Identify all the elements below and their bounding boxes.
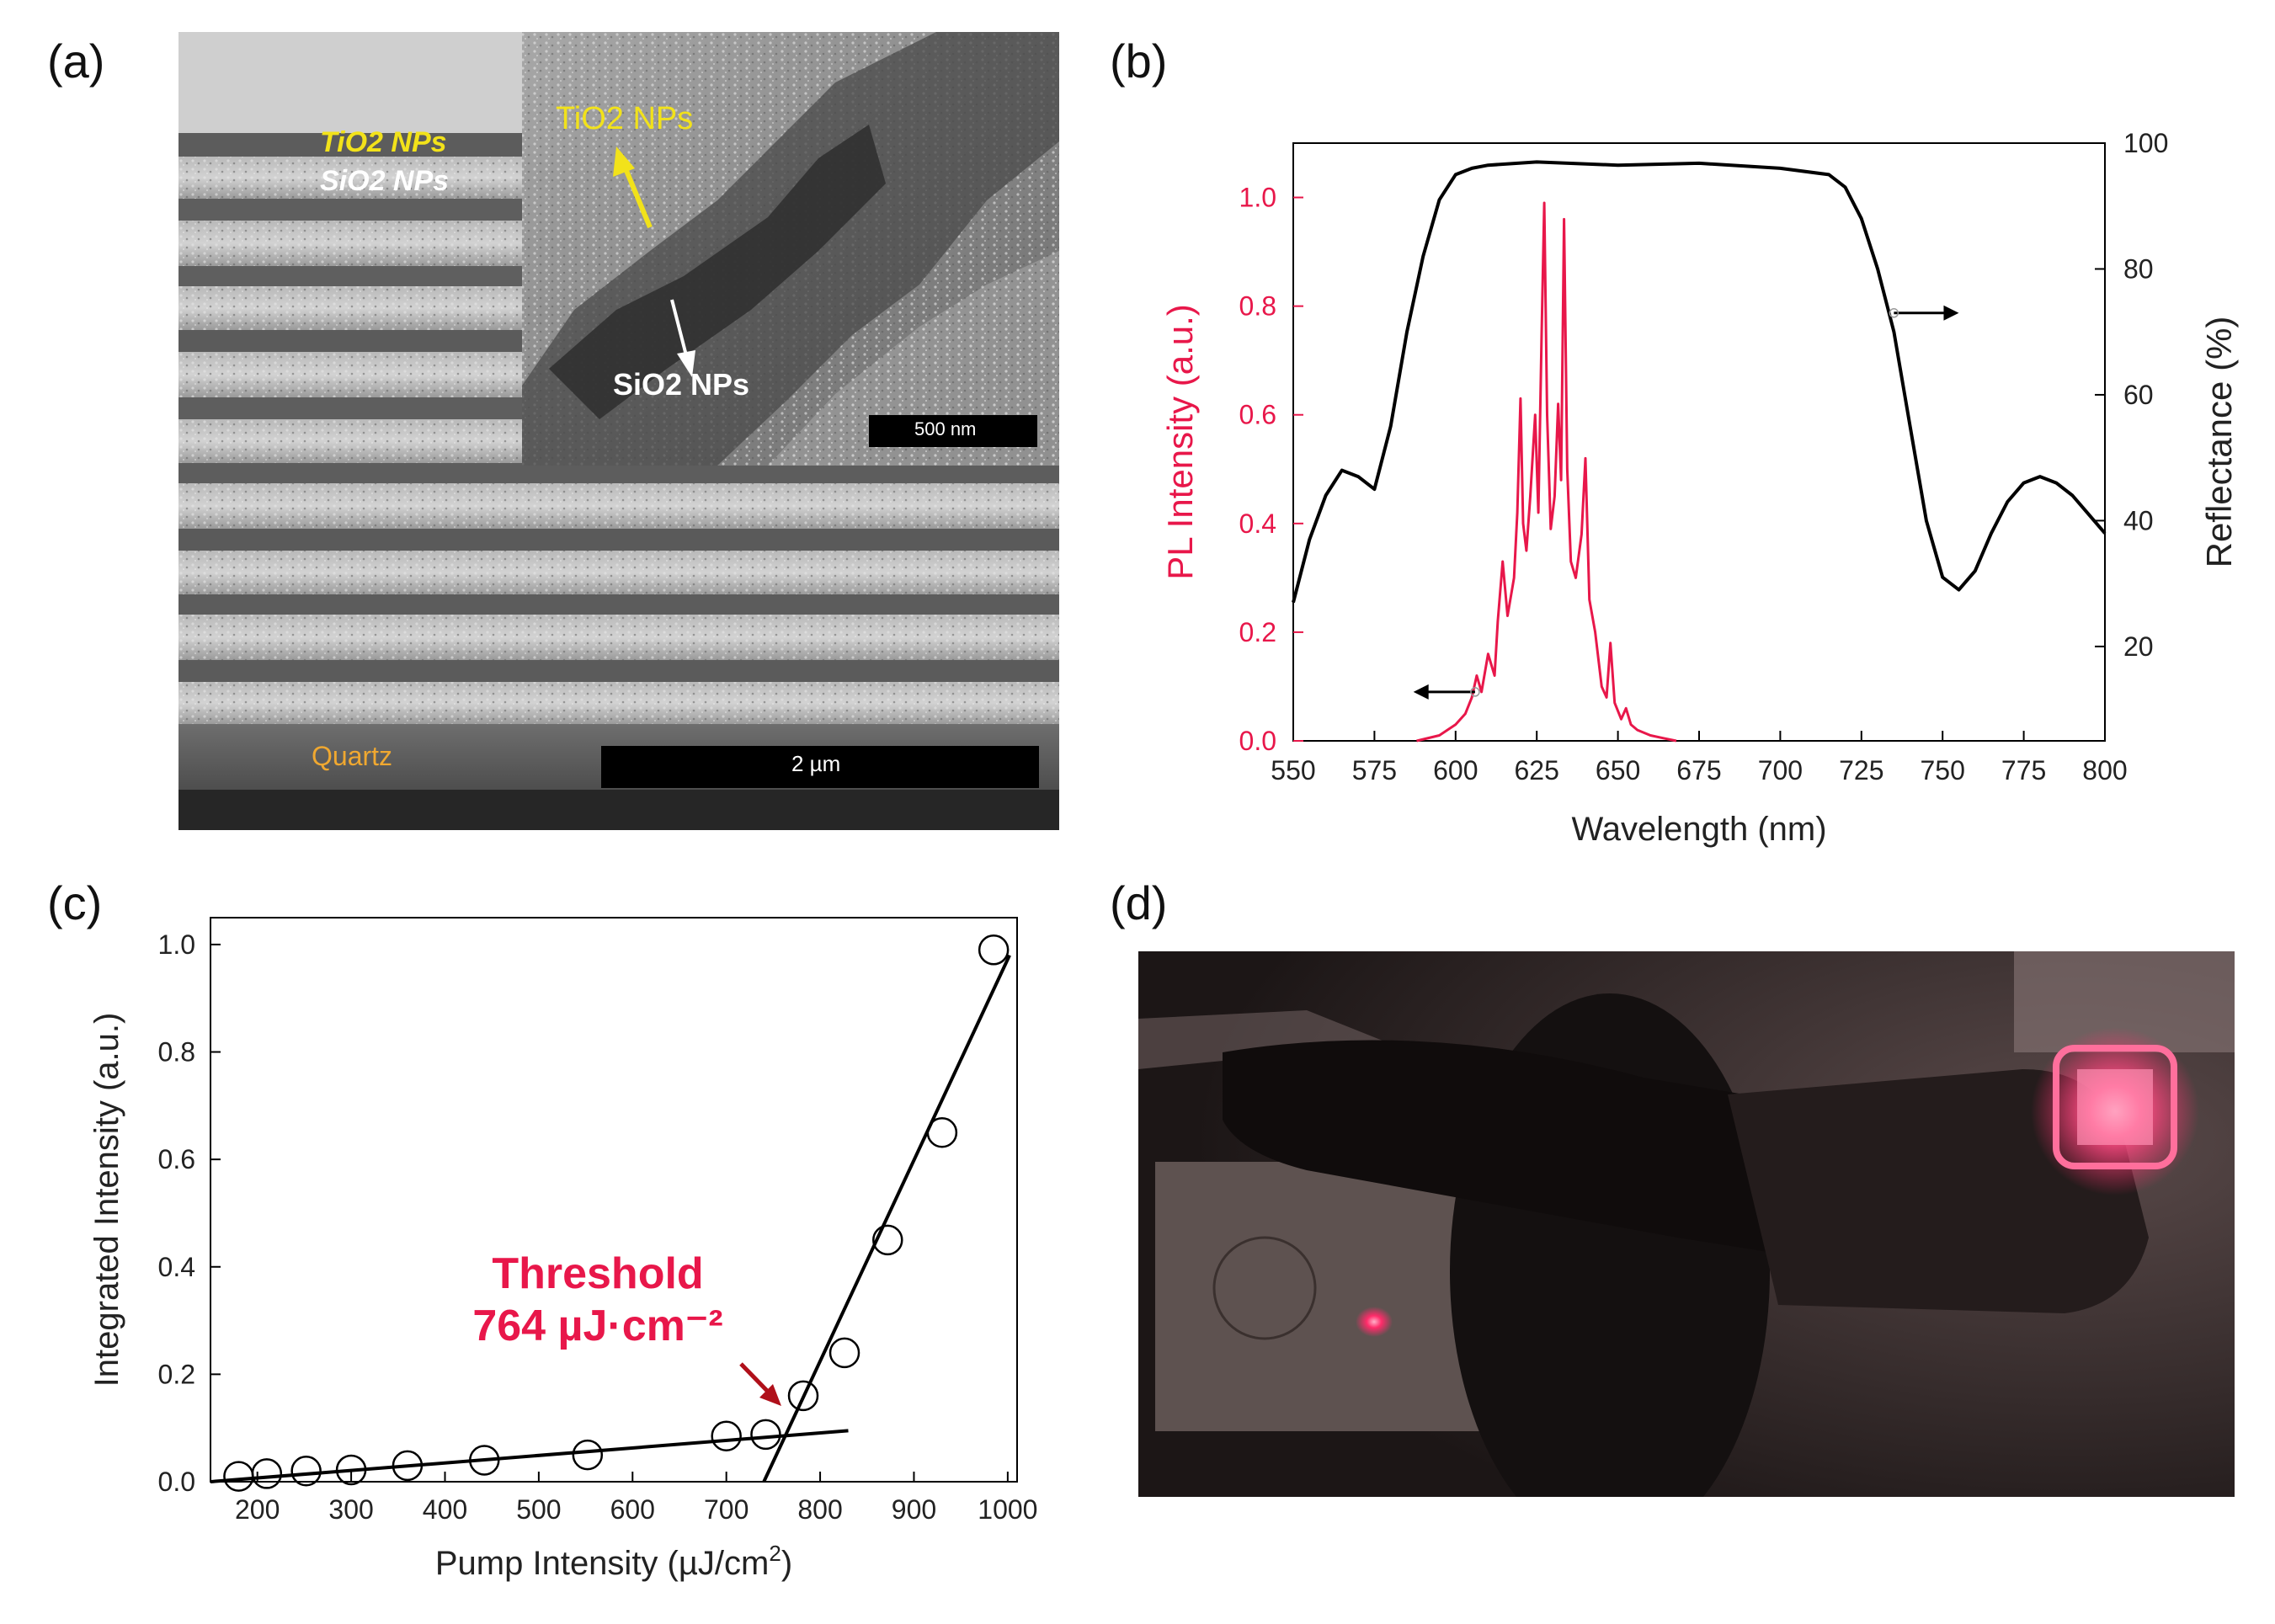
laser-photo	[1138, 951, 2235, 1497]
sio2-inset-label: SiO2 NPs	[613, 367, 750, 402]
data-point	[251, 1458, 283, 1489]
y2-tick-label: 20	[2123, 631, 2154, 662]
x-tick-label: 800	[2082, 755, 2127, 785]
main-scale-label: 2 µm	[791, 751, 841, 776]
y-tick-label: 1.0	[158, 929, 195, 960]
x-tick-label: 575	[1352, 755, 1397, 785]
main-scale-bar	[601, 746, 1039, 788]
threshold-label: Threshold	[492, 1249, 703, 1298]
data-point	[335, 1454, 367, 1486]
x-tick-label: 400	[423, 1494, 467, 1525]
tio2-arrow	[622, 165, 653, 229]
x-tick-label: 600	[610, 1494, 655, 1525]
data-point	[572, 1439, 604, 1471]
x-tick-label: 500	[516, 1494, 561, 1525]
y-tick-label: 0.8	[158, 1037, 195, 1068]
y-tick-label: 0.2	[158, 1359, 195, 1389]
fit-line	[762, 954, 1011, 1483]
x-tick-label: 1000	[978, 1494, 1037, 1525]
data-point	[750, 1419, 781, 1451]
laser-spot	[1356, 1307, 1393, 1337]
y-axis-label: Integrated Intensity (a.u.)	[88, 1013, 125, 1387]
panel-label-c: (c)	[47, 876, 103, 929]
data-point	[926, 1116, 958, 1148]
pl-line	[1416, 201, 1677, 743]
sio2-layer-label: SiO2 NPs	[320, 165, 450, 197]
x-tick-label: 750	[1921, 755, 1965, 785]
x-tick-label: 200	[235, 1494, 280, 1525]
data-point	[469, 1445, 500, 1476]
x-tick-label: 775	[2001, 755, 2046, 785]
y-tick-label: 1.0	[1239, 183, 1276, 213]
inset-scale-label: 500 nm	[914, 418, 977, 439]
data-point	[787, 1380, 819, 1412]
reflectance-line	[1292, 160, 2107, 604]
y-tick-label: 0.0	[1239, 726, 1276, 756]
sio2-arrow	[670, 299, 689, 359]
threshold-arrow	[739, 1362, 772, 1396]
y-tick-label: 0.4	[1239, 508, 1276, 539]
plot-frame	[1292, 142, 2106, 742]
inset-scale-bar	[869, 415, 1037, 447]
pl-reflectance-chart: 550 575 600 625 650 675 700 725 750 775 800 0.0 0.2 0…	[1160, 128, 2239, 848]
data-point	[978, 934, 1010, 966]
x-tick-label: 675	[1676, 755, 1721, 785]
data-point	[872, 1224, 903, 1256]
quartz-label: Quartz	[312, 741, 393, 771]
y2-tick-label: 100	[2123, 128, 2168, 158]
x-tick-label: 625	[1515, 755, 1559, 785]
y2-tick-label: 60	[2123, 380, 2154, 410]
tio2-inset-label: TiO2 NPs	[556, 101, 694, 136]
data-point	[711, 1420, 742, 1452]
y2-axis-label: Reflectance (%)	[2199, 317, 2239, 568]
x-tick-label: 700	[1758, 755, 1803, 785]
threshold-chart: 200 300 400 500 600 700 800 900 1000 0.0 0.2 0.4 0.6…	[88, 917, 1037, 1582]
x-tick-label: 725	[1839, 755, 1883, 785]
sem-cross-section-image	[178, 32, 1059, 830]
x-axis-label: Wavelength (nm)	[1571, 811, 1826, 848]
y2-tick-label: 80	[2123, 253, 2154, 284]
tio2-layer-label: TiO2 NPs	[320, 126, 447, 158]
x-axis-label: Pump Intensity (µJ/cm2)	[435, 1541, 792, 1582]
y-tick-label: 0.6	[1239, 400, 1276, 430]
x-tick-label: 800	[797, 1494, 842, 1525]
y-tick-label: 0.0	[158, 1467, 195, 1497]
data-point	[290, 1455, 322, 1487]
y-axis-label: PL Intensity (a.u.)	[1160, 304, 1200, 580]
x-tick-label: 550	[1271, 755, 1315, 785]
data-point	[828, 1337, 860, 1369]
sem-inset	[522, 32, 1059, 466]
panel-label-d: (d)	[1110, 876, 1168, 929]
y-tick-label: 0.4	[158, 1252, 195, 1282]
y-tick-label: 0.2	[1239, 617, 1276, 647]
x-tick-label: 900	[892, 1494, 936, 1525]
plot-frame	[210, 917, 1018, 1483]
panel-label-b: (b)	[1110, 35, 1168, 88]
data-point	[223, 1461, 254, 1492]
threshold-value: 764 µJ·cm⁻²	[472, 1302, 722, 1350]
panel-label-a: (a)	[47, 35, 105, 88]
y-tick-label: 0.8	[1239, 291, 1276, 322]
x-tick-label: 650	[1596, 755, 1640, 785]
x-tick-label: 300	[328, 1494, 373, 1525]
x-tick-label: 600	[1433, 755, 1478, 785]
x-tick-label: 700	[704, 1494, 749, 1525]
y-tick-label: 0.6	[158, 1144, 195, 1174]
y2-tick-label: 40	[2123, 505, 2154, 535]
data-point	[392, 1450, 424, 1482]
fit-line	[210, 1429, 849, 1483]
